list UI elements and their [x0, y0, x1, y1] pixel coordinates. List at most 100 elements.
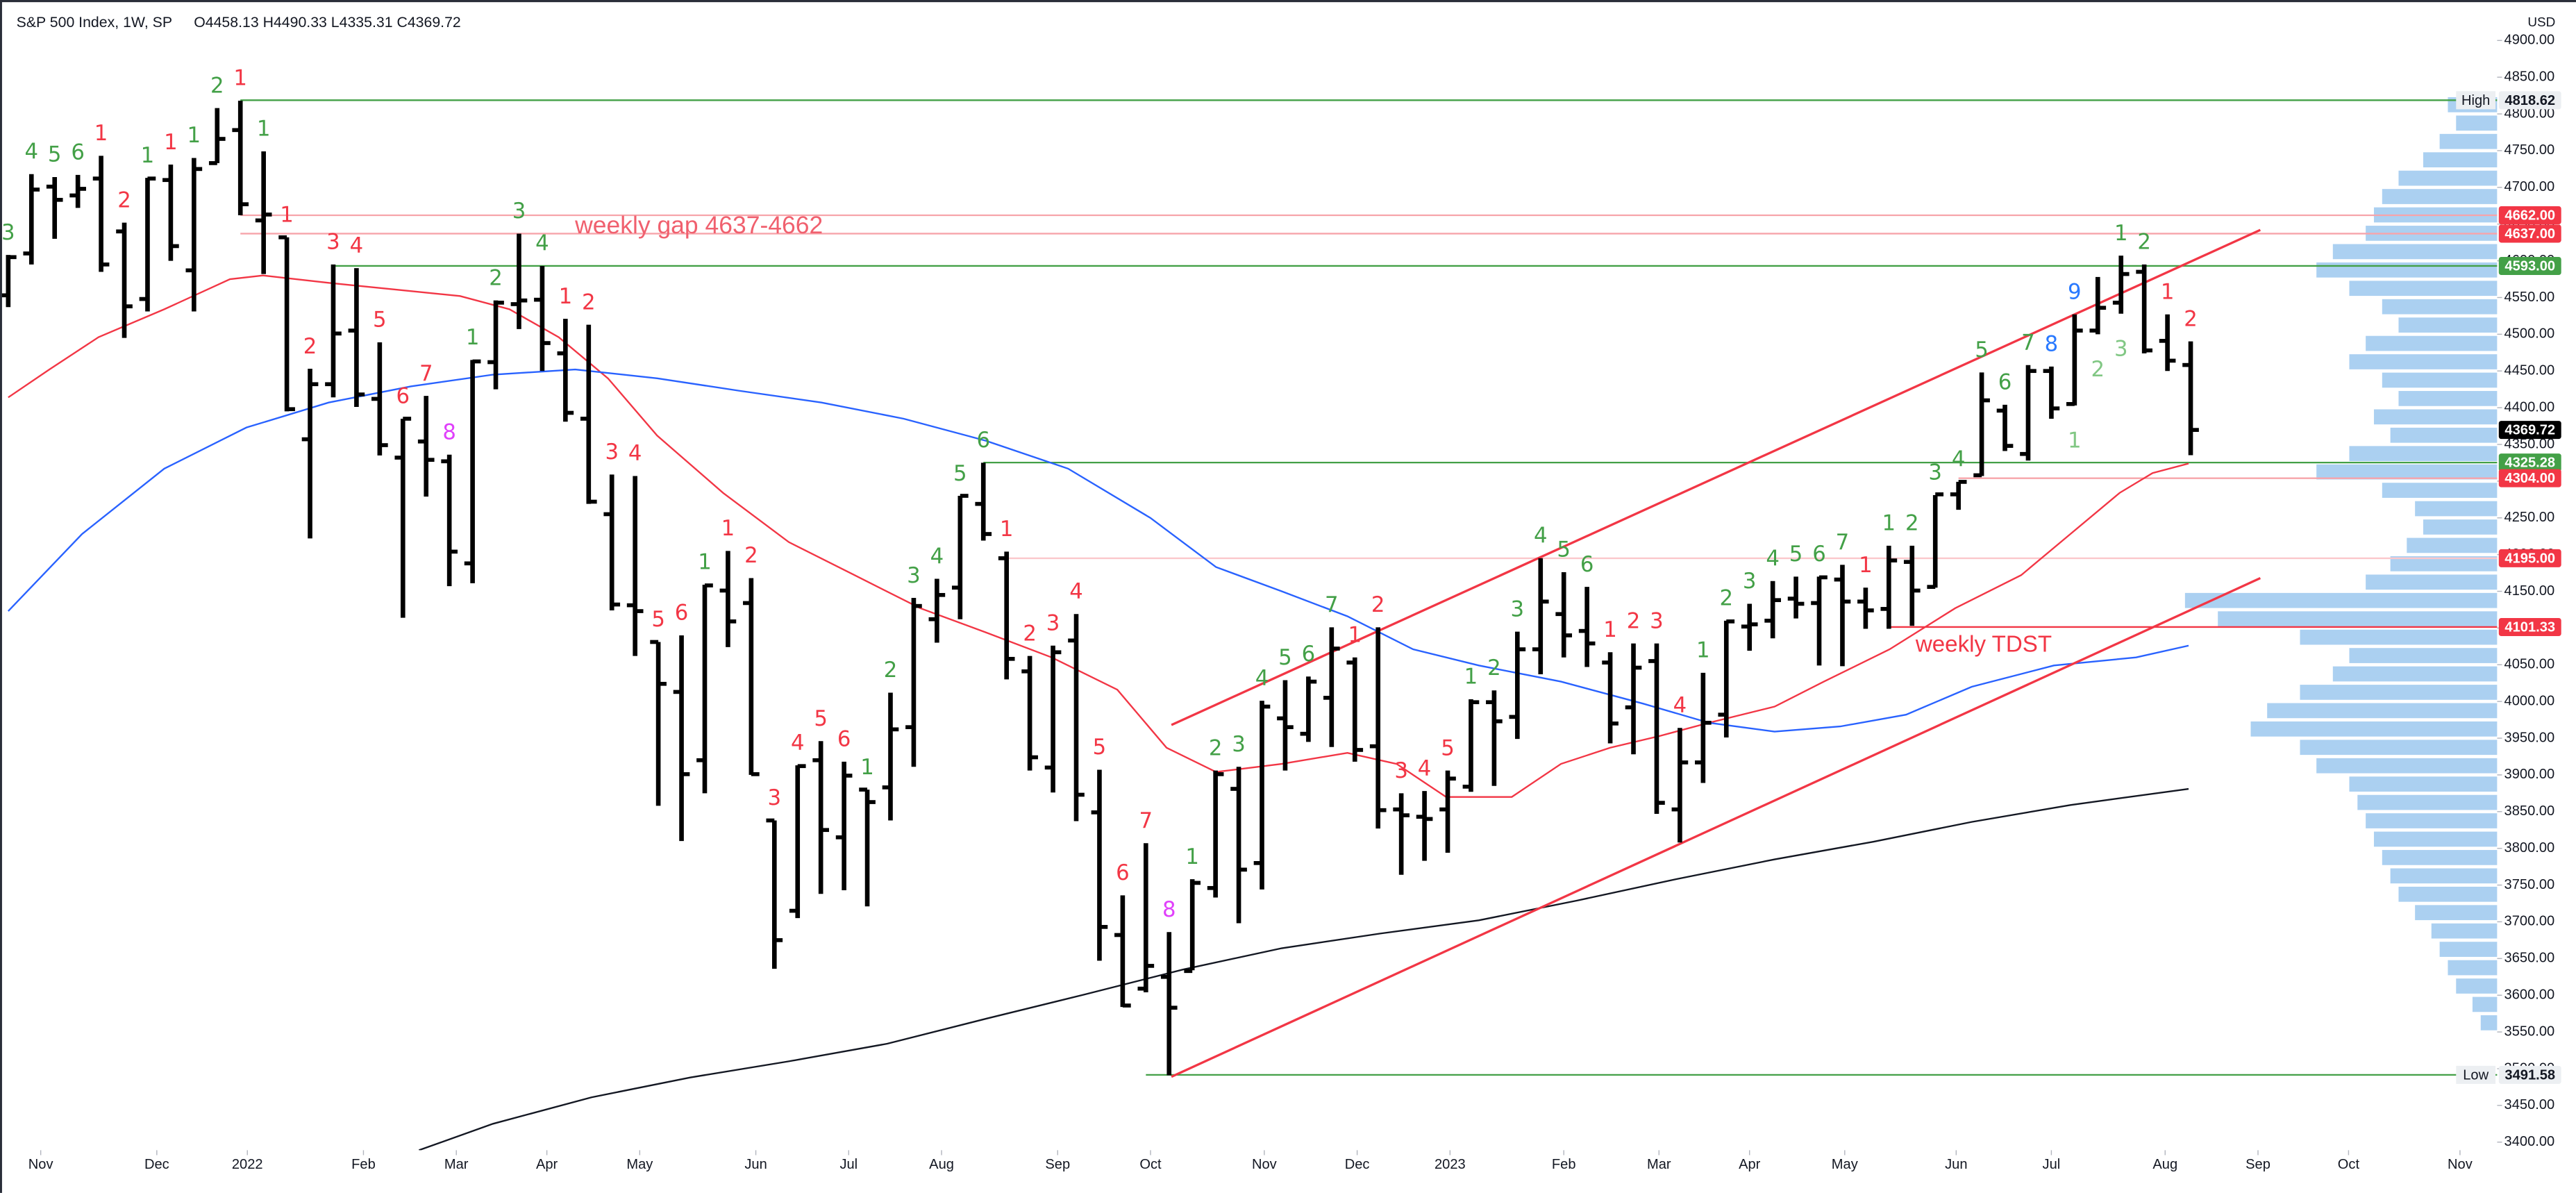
count-label: 1 [164, 130, 178, 155]
x-tick-label: Jun [1945, 1157, 1967, 1172]
count-label: 1 [2068, 428, 2082, 453]
y-tick-label: 3800.00 [2504, 840, 2555, 856]
volume-profile-row [2267, 703, 2498, 719]
count-label: 9 [2068, 280, 2082, 305]
tdst-annotation: weekly TDST [1915, 632, 2052, 658]
volume-profile-row [2332, 244, 2498, 260]
volume-profile-row [2366, 574, 2498, 590]
level-tag: 4101.33 [2504, 619, 2555, 635]
volume-profile-row [2300, 740, 2498, 756]
count-label: 2 [884, 658, 898, 683]
y-tick-label: 4800.00 [2504, 106, 2555, 121]
y-tick-label: 3700.00 [2504, 914, 2555, 929]
level-tag-box [2498, 617, 2561, 636]
volume-profile-row [2349, 648, 2498, 663]
count-label: 3 [1743, 569, 1757, 594]
count-label: 7 [1325, 592, 1339, 617]
volume-profile-row [2366, 335, 2498, 351]
count-label: 6 [1302, 642, 1316, 667]
count-label: 1 [1603, 617, 1617, 642]
count-label: 1 [280, 202, 294, 227]
count-label: 1 [1000, 517, 1014, 542]
count-label: 4 [930, 544, 944, 569]
count-label: 2 [1905, 511, 1919, 536]
count-label: 3 [1046, 611, 1060, 636]
count-label: 2 [2137, 230, 2151, 255]
y-tick-label: 4050.00 [2504, 657, 2555, 672]
count-label: 4 [791, 731, 805, 756]
volume-profile-row [2415, 905, 2498, 921]
symbol-title: S&P 500 Index, 1W, SP [17, 14, 172, 31]
count-label: 2 [1719, 586, 1733, 611]
level-tag-box [2498, 224, 2561, 243]
x-tick-label: Apr [536, 1157, 558, 1172]
count-label: 5 [1093, 735, 1107, 760]
count-label: 3 [1511, 596, 1525, 621]
count-label: 2 [2091, 357, 2105, 382]
trendline [1171, 228, 2261, 726]
count-label: 1 [2114, 221, 2128, 246]
volume-profile-row [2316, 758, 2498, 774]
count-label: 2 [1487, 656, 1501, 681]
count-label: 2 [303, 334, 317, 359]
y-tick-label: 3850.00 [2504, 803, 2555, 819]
volume-profile-row [2415, 501, 2498, 517]
volume-profile-row [2439, 133, 2498, 149]
count-label: 1 [233, 66, 247, 91]
count-label: 1 [187, 123, 201, 148]
count-label: 8 [1162, 897, 1176, 922]
count-label: 8 [2045, 332, 2059, 357]
volume-profile-row [2349, 354, 2498, 369]
count-label: 6 [976, 428, 990, 453]
volume-profile-row [2398, 317, 2498, 333]
x-tick-label: Jun [744, 1157, 767, 1172]
count-label: 2 [489, 265, 503, 290]
count-label: 4 [535, 231, 549, 256]
count-label: 4 [24, 140, 38, 165]
x-tick-label: Dec [1345, 1157, 1370, 1172]
y-tick-label: 3400.00 [2504, 1134, 2555, 1149]
count-label: 1 [1464, 665, 1478, 690]
volume-profile-row [2300, 629, 2498, 645]
level-tag: 4818.62 [2504, 93, 2555, 108]
count-label: 3 [907, 563, 921, 588]
trendline [1171, 576, 2261, 1078]
level-tag-box [2498, 1065, 2561, 1084]
volume-profile-row [2398, 170, 2498, 186]
count-label: 6 [675, 601, 689, 626]
count-label: 4 [1766, 546, 1780, 571]
y-tick-label: 3550.00 [2504, 1024, 2555, 1039]
volume-profile-row [2332, 666, 2498, 682]
x-tick-label: Sep [2245, 1157, 2270, 1172]
level-tag-box [2498, 91, 2561, 110]
count-label: 1 [1859, 553, 1873, 578]
y-tick-label: 3900.00 [2504, 767, 2555, 782]
volume-profile-row [2373, 409, 2498, 425]
volume-profile-row [2398, 391, 2498, 406]
volume-profile-row [2366, 813, 2498, 828]
count-label: 2 [2184, 306, 2198, 331]
volume-profile-row [2184, 592, 2498, 608]
y-tick-label: 4750.00 [2504, 142, 2555, 158]
count-label: 6 [1116, 860, 1130, 885]
level-name: High [2461, 93, 2490, 108]
volume-profile-row [2382, 483, 2498, 498]
count-label: 5 [373, 308, 387, 333]
y-tick-label: 4450.00 [2504, 363, 2555, 378]
x-tick-label: Feb [351, 1157, 376, 1172]
count-label: 1 [2161, 280, 2175, 305]
level-tag-box [2498, 206, 2561, 225]
count-label: 1 [698, 550, 712, 575]
volume-profile-row [2472, 996, 2498, 1012]
count-label: 1 [466, 325, 480, 350]
count-label: 5 [1975, 337, 1989, 362]
count-label: 6 [1812, 542, 1826, 567]
count-label: 1 [94, 121, 108, 146]
y-tick-label: 4500.00 [2504, 326, 2555, 342]
y-tick-label: 4700.00 [2504, 179, 2555, 194]
y-tick-label: 3600.00 [2504, 987, 2555, 1003]
volume-profile-row [2398, 886, 2498, 902]
volume-profile-row [2456, 115, 2498, 131]
count-label: 3 [1928, 460, 1942, 485]
